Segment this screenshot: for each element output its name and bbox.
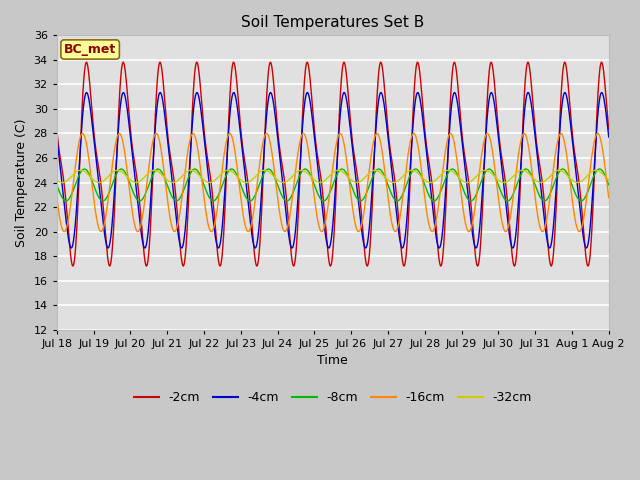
Legend: -2cm, -4cm, -8cm, -16cm, -32cm: -2cm, -4cm, -8cm, -16cm, -32cm [129,386,537,409]
X-axis label: Time: Time [317,354,348,367]
Title: Soil Temperatures Set B: Soil Temperatures Set B [241,15,424,30]
Y-axis label: Soil Temperature (C): Soil Temperature (C) [15,118,28,247]
Text: BC_met: BC_met [64,43,116,56]
